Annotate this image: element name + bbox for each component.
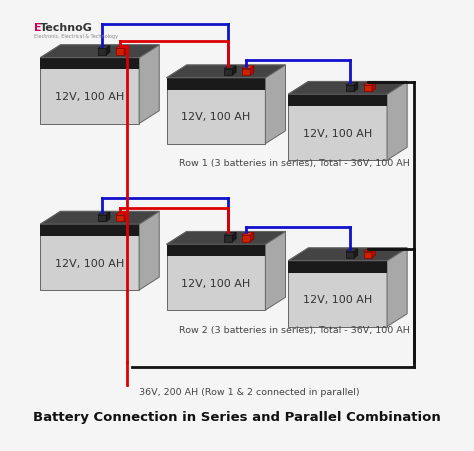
Polygon shape — [242, 235, 250, 241]
Polygon shape — [372, 249, 375, 258]
Polygon shape — [265, 65, 285, 143]
Polygon shape — [98, 49, 106, 55]
Polygon shape — [224, 232, 236, 235]
Polygon shape — [166, 244, 265, 256]
Polygon shape — [364, 249, 375, 252]
Polygon shape — [166, 65, 285, 78]
Polygon shape — [232, 232, 236, 241]
Polygon shape — [346, 85, 354, 92]
Polygon shape — [364, 85, 372, 92]
Polygon shape — [116, 212, 128, 215]
Polygon shape — [139, 45, 159, 124]
Polygon shape — [124, 46, 128, 55]
Polygon shape — [387, 82, 407, 160]
Polygon shape — [98, 46, 110, 49]
Polygon shape — [98, 215, 106, 221]
Polygon shape — [242, 69, 250, 75]
Polygon shape — [288, 94, 387, 106]
Polygon shape — [346, 249, 358, 252]
Polygon shape — [288, 261, 387, 272]
Text: 12V, 100 AH: 12V, 100 AH — [303, 129, 372, 139]
Text: Electronic, Electrical & Technology: Electronic, Electrical & Technology — [34, 34, 118, 39]
Polygon shape — [98, 212, 110, 215]
Polygon shape — [364, 252, 372, 258]
Polygon shape — [106, 212, 110, 221]
Polygon shape — [116, 215, 124, 221]
Polygon shape — [242, 232, 254, 235]
Polygon shape — [288, 82, 407, 94]
Text: Row 2 (3 batteries in series), Total - 36V, 100 AH: Row 2 (3 batteries in series), Total - 3… — [179, 326, 410, 335]
Polygon shape — [40, 58, 139, 69]
Polygon shape — [40, 58, 139, 124]
Polygon shape — [166, 78, 265, 143]
Polygon shape — [288, 261, 387, 327]
Polygon shape — [139, 212, 159, 290]
Polygon shape — [40, 212, 159, 224]
Polygon shape — [387, 248, 407, 327]
Text: 12V, 100 AH: 12V, 100 AH — [182, 279, 251, 289]
Text: 12V, 100 AH: 12V, 100 AH — [182, 112, 251, 122]
Polygon shape — [232, 66, 236, 75]
Polygon shape — [288, 248, 407, 261]
Polygon shape — [166, 231, 285, 244]
Polygon shape — [124, 212, 128, 221]
Text: E: E — [34, 23, 42, 33]
Polygon shape — [224, 235, 232, 241]
Polygon shape — [224, 66, 236, 69]
Polygon shape — [364, 83, 375, 85]
Polygon shape — [166, 65, 285, 78]
Polygon shape — [166, 244, 265, 310]
Polygon shape — [346, 83, 358, 85]
Polygon shape — [354, 83, 358, 92]
Polygon shape — [288, 82, 407, 94]
Text: 12V, 100 AH: 12V, 100 AH — [55, 258, 124, 269]
Text: 12V, 100 AH: 12V, 100 AH — [55, 92, 124, 102]
Polygon shape — [40, 45, 159, 58]
Polygon shape — [288, 94, 387, 160]
Polygon shape — [250, 232, 254, 241]
Polygon shape — [40, 45, 159, 58]
Polygon shape — [288, 248, 407, 261]
Polygon shape — [166, 78, 265, 90]
Polygon shape — [166, 231, 285, 244]
Polygon shape — [40, 224, 139, 236]
Polygon shape — [40, 212, 159, 224]
Text: 12V, 100 AH: 12V, 100 AH — [303, 295, 372, 305]
Polygon shape — [116, 49, 124, 55]
Text: Battery Connection in Series and Parallel Combination: Battery Connection in Series and Paralle… — [33, 411, 441, 423]
Text: 36V, 200 AH (Row 1 & 2 connected in parallel): 36V, 200 AH (Row 1 & 2 connected in para… — [139, 388, 360, 397]
Text: TechnoG: TechnoG — [40, 23, 93, 33]
Polygon shape — [250, 66, 254, 75]
Polygon shape — [106, 46, 110, 55]
Polygon shape — [372, 83, 375, 92]
Polygon shape — [242, 66, 254, 69]
Polygon shape — [354, 249, 358, 258]
Polygon shape — [346, 252, 354, 258]
Polygon shape — [40, 224, 139, 290]
Polygon shape — [224, 69, 232, 75]
Polygon shape — [116, 46, 128, 49]
Text: Row 1 (3 batteries in series), Total - 36V, 100 AH: Row 1 (3 batteries in series), Total - 3… — [179, 159, 410, 168]
Polygon shape — [265, 231, 285, 310]
